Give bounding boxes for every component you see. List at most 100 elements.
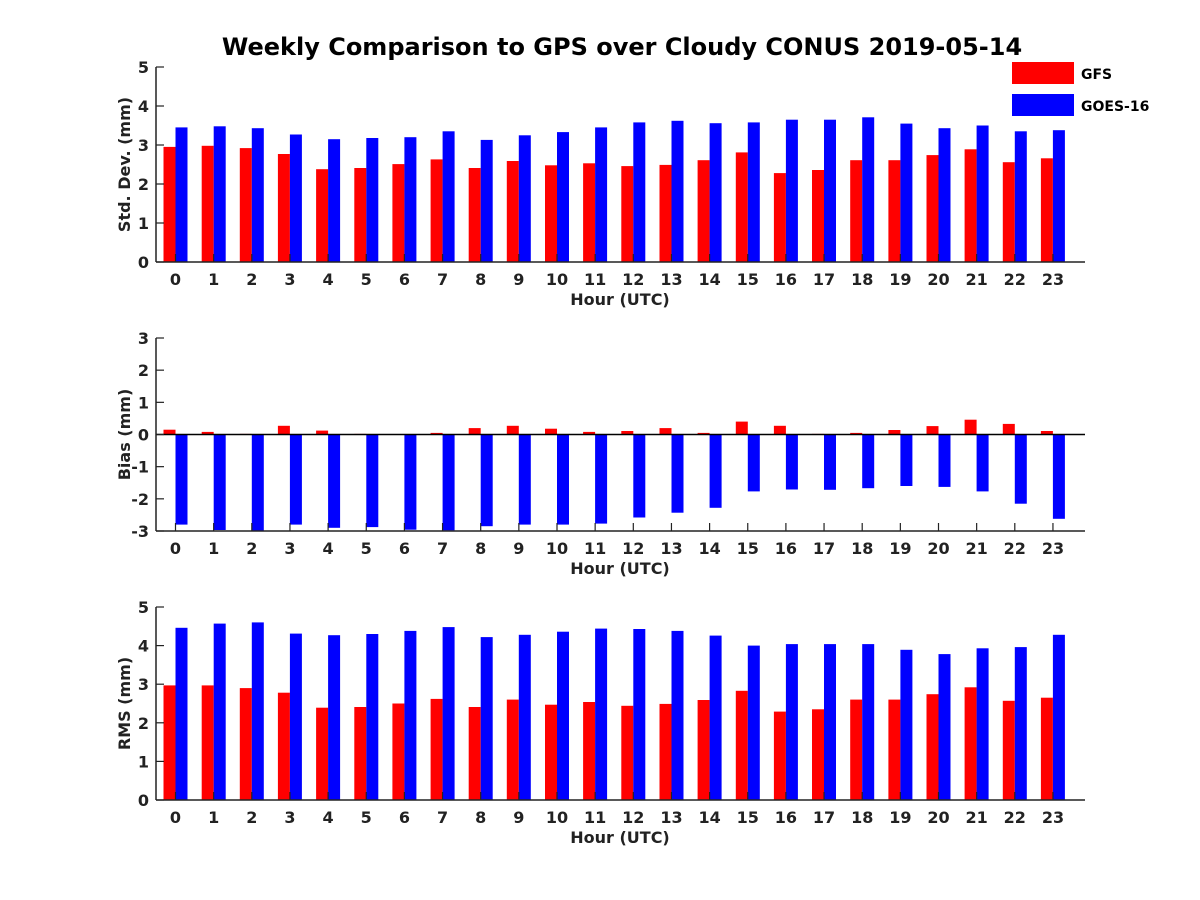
x-tick-label: 0 — [170, 808, 181, 827]
bar-gfs-hour-22 — [1002, 700, 1015, 800]
bar-goes16-hour-5 — [366, 434, 379, 528]
bar-gfs-hour-23 — [1040, 158, 1053, 262]
legend-label-gfs: GFS — [1081, 67, 1112, 83]
x-axis-label: Hour (UTC) — [570, 559, 670, 578]
x-tick-label: 3 — [284, 808, 295, 827]
bar-goes16-hour-23 — [1052, 634, 1065, 800]
bar-gfs-hour-23 — [1040, 697, 1053, 800]
bar-goes16-hour-14 — [709, 123, 722, 262]
bar-gfs-hour-8 — [468, 168, 481, 262]
x-tick-label: 14 — [698, 270, 720, 289]
chart-title: Weekly Comparison to GPS over Cloudy CON… — [222, 33, 1022, 61]
bar-goes16-hour-10 — [557, 434, 569, 525]
bar-goes16-hour-20 — [938, 654, 951, 800]
bar-goes16-hour-10 — [557, 132, 569, 262]
bar-goes16-hour-16 — [785, 119, 798, 262]
bar-goes16-hour-6 — [404, 434, 417, 530]
x-tick-label: 2 — [246, 270, 257, 289]
bar-gfs-hour-0 — [163, 685, 176, 800]
y-tick-label: 4 — [138, 637, 149, 656]
bar-gfs-hour-22 — [1002, 423, 1015, 435]
bar-goes16-hour-15 — [747, 434, 760, 492]
x-tick-label: 8 — [475, 539, 486, 558]
bar-goes16-hour-1 — [213, 126, 226, 262]
y-tick-label: -2 — [131, 490, 149, 509]
x-tick-label: 20 — [927, 808, 949, 827]
x-tick-label: 5 — [361, 808, 372, 827]
x-tick-label: 18 — [851, 270, 873, 289]
bar-gfs-hour-0 — [163, 146, 176, 262]
bar-goes16-hour-5 — [366, 634, 379, 800]
bar-gfs-hour-18 — [850, 699, 863, 800]
bar-goes16-hour-13 — [671, 434, 684, 513]
bar-gfs-hour-20 — [926, 694, 939, 800]
x-tick-label: 7 — [437, 270, 448, 289]
bar-gfs-hour-11 — [583, 163, 596, 262]
bar-gfs-hour-15 — [735, 690, 748, 800]
bar-gfs-hour-12 — [621, 705, 634, 800]
bar-goes16-hour-14 — [709, 434, 722, 508]
bar-gfs-hour-6 — [392, 164, 405, 262]
y-tick-label: 3 — [138, 329, 149, 348]
bar-goes16-hour-11 — [595, 628, 608, 800]
y-tick-label: 0 — [138, 253, 149, 272]
y-tick-label: 2 — [138, 361, 149, 380]
bar-gfs-hour-10 — [545, 165, 557, 262]
legend-swatch-goes16 — [1012, 94, 1074, 116]
bar-gfs-hour-3 — [277, 425, 290, 435]
y-axis-label: Std. Dev. (mm) — [115, 97, 134, 232]
x-tick-label: 17 — [813, 270, 835, 289]
bar-gfs-hour-8 — [468, 707, 481, 800]
bar-gfs-hour-10 — [545, 704, 557, 800]
bar-gfs-hour-11 — [583, 431, 596, 435]
bar-goes16-hour-18 — [862, 644, 875, 800]
bar-gfs-hour-16 — [773, 173, 786, 262]
bar-goes16-hour-19 — [900, 123, 913, 262]
bar-gfs-hour-11 — [583, 702, 596, 800]
x-tick-label: 13 — [660, 539, 682, 558]
x-tick-label: 9 — [513, 808, 524, 827]
bar-gfs-hour-9 — [506, 161, 519, 262]
bar-gfs-hour-1 — [201, 431, 214, 435]
y-tick-label: 2 — [138, 175, 149, 194]
bar-gfs-hour-5 — [354, 707, 367, 800]
x-tick-label: 1 — [208, 539, 219, 558]
bar-goes16-hour-2 — [251, 128, 264, 262]
x-tick-label: 23 — [1042, 539, 1064, 558]
x-tick-label: 12 — [622, 808, 644, 827]
bar-goes16-hour-0 — [175, 127, 188, 263]
y-tick-label: 3 — [138, 136, 149, 155]
bar-gfs-hour-8 — [468, 428, 481, 435]
bar-gfs-hour-12 — [621, 431, 634, 435]
y-tick-label: 0 — [138, 426, 149, 445]
bar-gfs-hour-21 — [964, 419, 977, 435]
x-tick-label: 15 — [737, 539, 759, 558]
bar-goes16-hour-19 — [900, 649, 913, 800]
bar-goes16-hour-2 — [251, 434, 264, 531]
x-tick-label: 7 — [437, 808, 448, 827]
bar-gfs-hour-21 — [964, 149, 977, 262]
x-tick-label: 3 — [284, 270, 295, 289]
x-tick-label: 10 — [546, 808, 568, 827]
bar-goes16-hour-15 — [747, 645, 760, 800]
y-tick-label: 3 — [138, 675, 149, 694]
bar-gfs-hour-4 — [316, 430, 329, 435]
bar-gfs-hour-20 — [926, 155, 939, 262]
bar-gfs-hour-16 — [773, 425, 786, 435]
legend-label-goes16: GOES-16 — [1081, 99, 1149, 115]
bar-gfs-hour-18 — [850, 432, 863, 435]
y-tick-label: 2 — [138, 714, 149, 733]
y-tick-label: 1 — [138, 752, 149, 771]
bar-goes16-hour-20 — [938, 128, 951, 262]
bar-goes16-hour-9 — [518, 434, 531, 525]
bar-goes16-hour-23 — [1052, 434, 1065, 519]
x-tick-label: 18 — [851, 539, 873, 558]
bar-goes16-hour-12 — [633, 122, 646, 263]
x-tick-label: 4 — [323, 808, 334, 827]
bar-goes16-hour-20 — [938, 434, 951, 487]
bar-goes16-hour-12 — [633, 434, 646, 518]
bar-goes16-hour-1 — [213, 434, 226, 530]
